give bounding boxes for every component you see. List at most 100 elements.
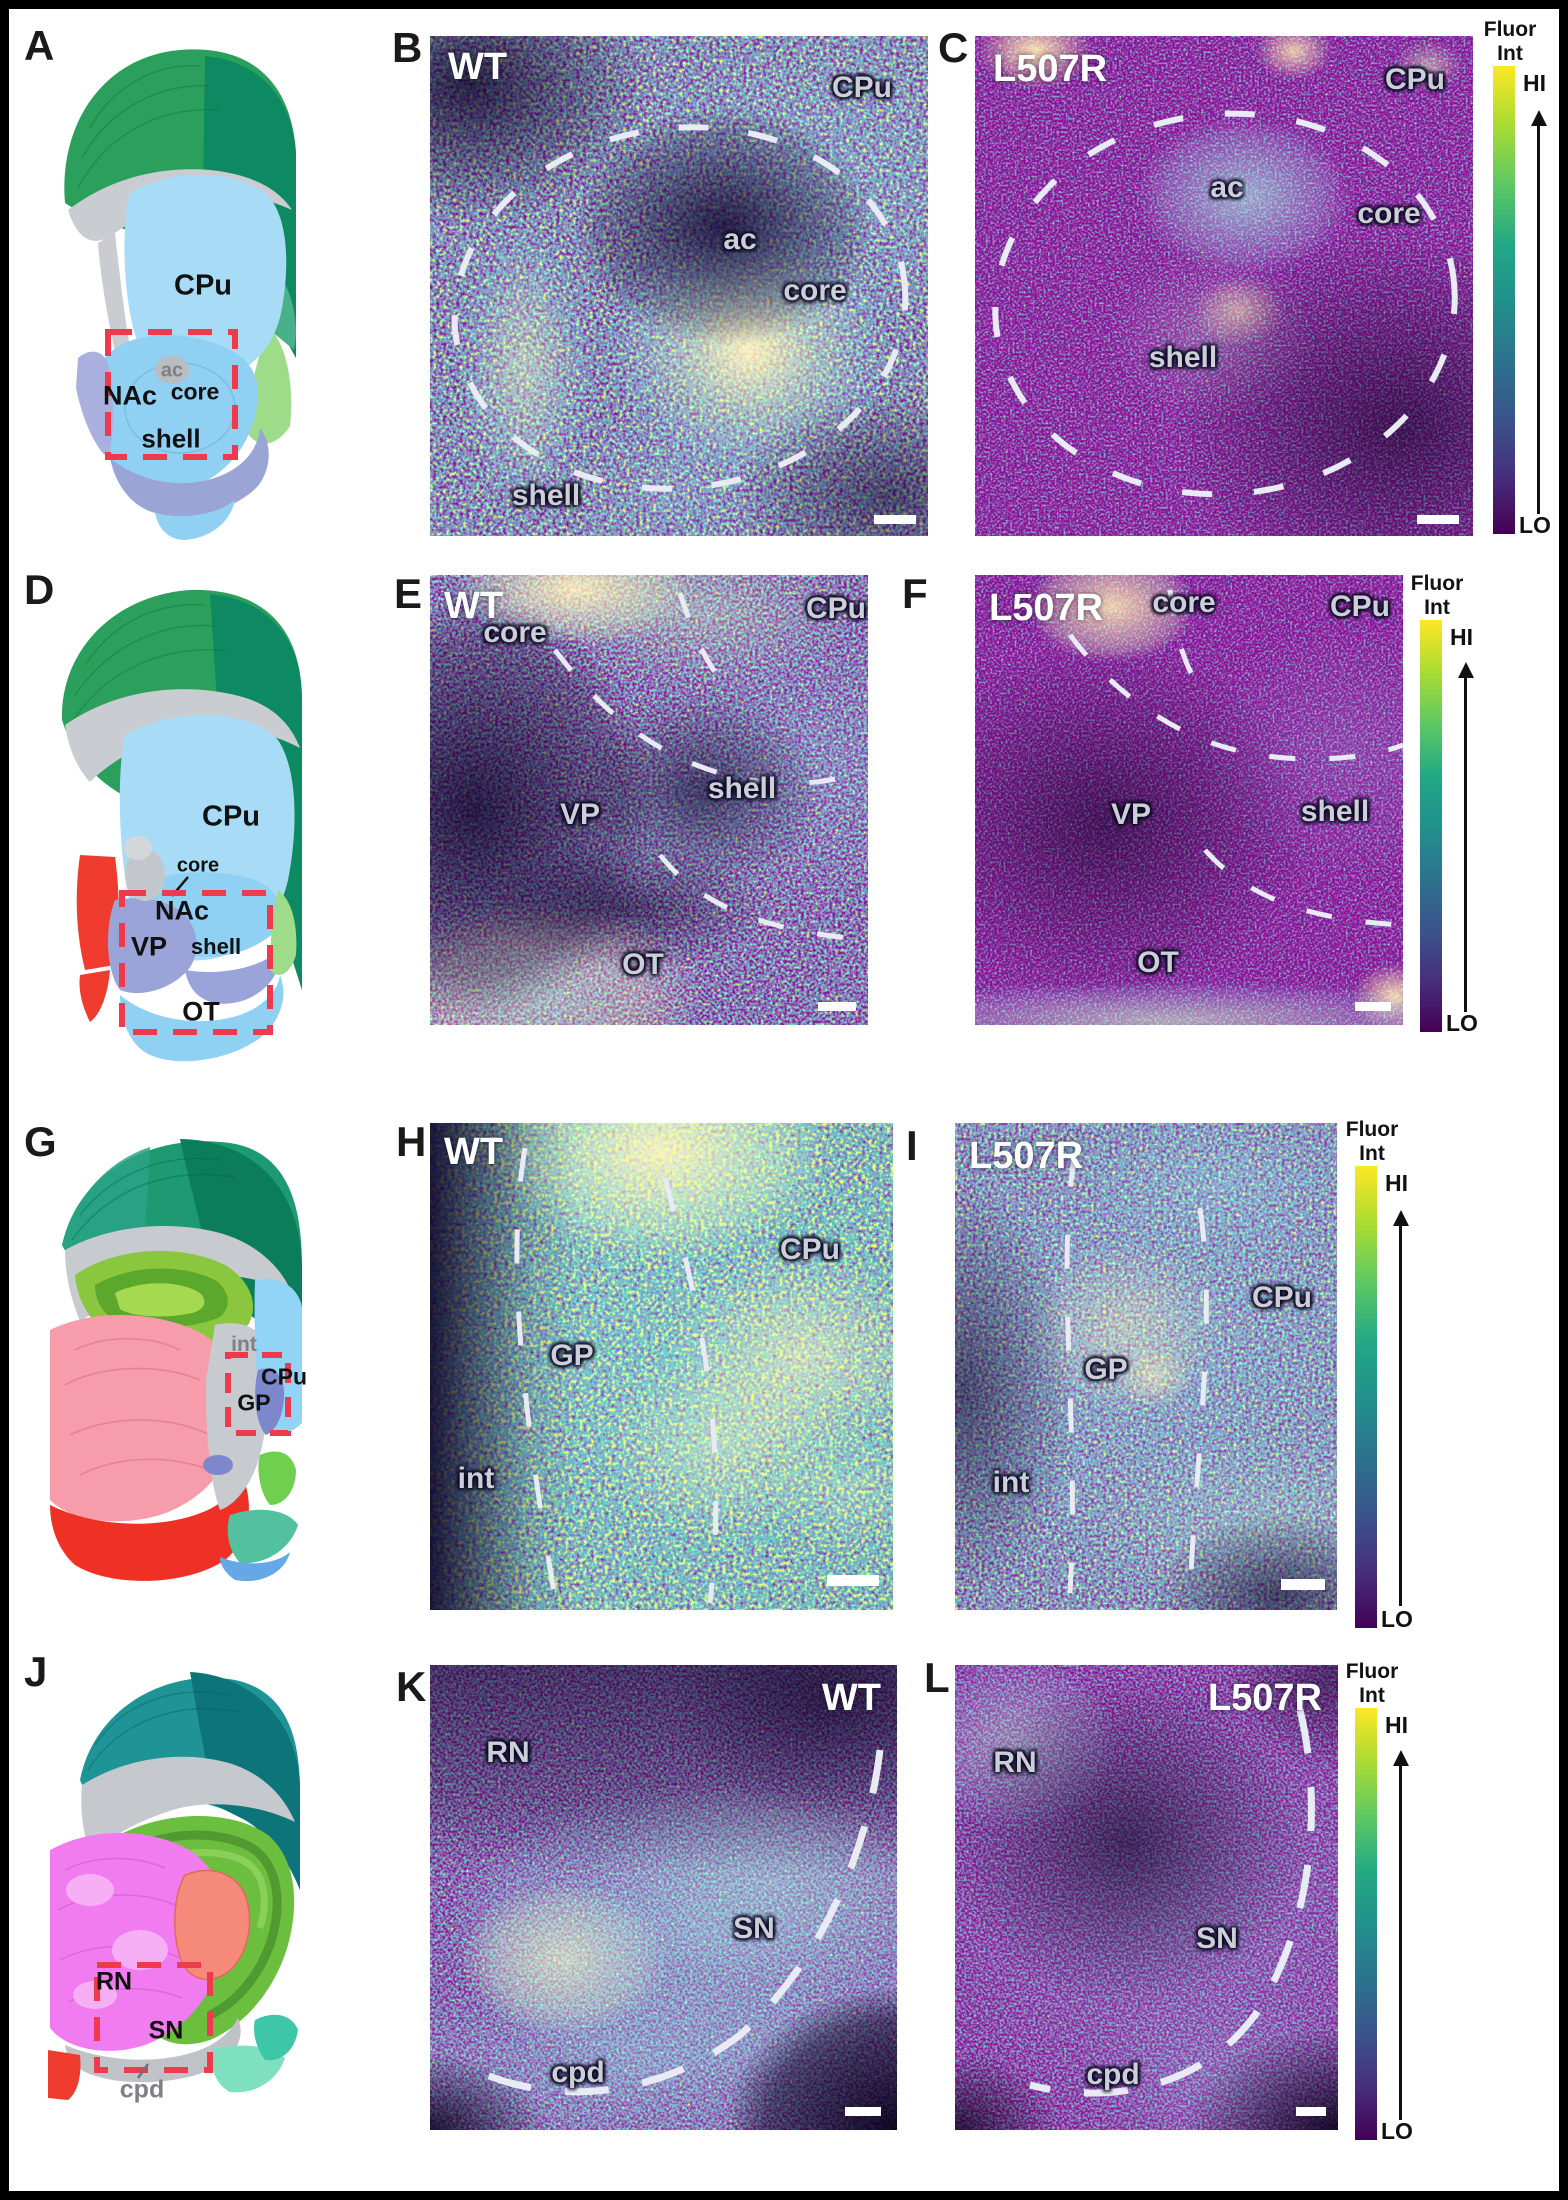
region-label-shell: shell [1148,341,1218,374]
region-label-ac: ac [723,223,757,256]
micrograph-wt-nac-rostral: WT CPu ac core shell [430,36,928,536]
nac-boundary-dashes [992,110,1458,498]
scale-bar [1281,1579,1325,1590]
colorbar-title-line2: Int [1359,1684,1385,1707]
region-label-rn: RN [486,1736,530,1769]
gp-boundary-dashes [514,1147,719,1604]
atlas-j-drawing [48,1672,300,2100]
colorbar-title-line2: Int [1359,1142,1385,1165]
region-label-cpd: cpd [1086,2058,1140,2091]
atlas-a-label-ac: ac [160,359,184,382]
panel-letter-d: D [24,566,55,613]
region-boundary-dashes [1068,589,1403,928]
atlas-d-label-vp: VP [130,931,168,962]
colorbar-arrow [1399,1764,1402,2120]
micrograph-l507r-nac-caudal: L507R core CPu VP shell OT [975,575,1403,1025]
atlas-d-label-ot: OT [182,996,220,1027]
region-label-vp: VP [1110,798,1152,831]
region-label-cpd: cpd [551,2056,605,2089]
atlas-j-label-sn: SN [148,2016,184,2045]
region-label-shell: shell [1300,795,1370,828]
colorbar-title-line1: Fluor [1345,1118,1399,1141]
region-label-shell: shell [707,772,777,805]
colorbar-row2: Fluor Int HI LO [1406,572,1498,1042]
colorbar-title: Fluor Int [1339,1660,1405,1708]
genotype-label: L507R [969,1135,1084,1177]
region-label-int: int [457,1462,495,1495]
atlas-d-drawing [61,589,302,1062]
colorbar-title: Fluor Int [1404,572,1470,620]
micrograph-wt-gp: WT CPu GP int [430,1123,893,1610]
panel-letter-h: H [396,1118,427,1165]
region-label-sn: SN [733,1912,775,1945]
region-label-cpu: CPu [1385,63,1445,96]
region-label-cpu: CPu [780,1233,840,1266]
panel-letter-k: K [396,1663,427,1710]
colorbar-row4: Fluor Int HI LO [1341,1660,1433,2150]
atlas-g-label-int: int [231,1333,257,1356]
region-label-core: core [1152,586,1216,619]
colorbar-row1: Fluor Int HI LO [1479,18,1568,538]
genotype-label: L507R [993,48,1108,90]
atlas-j-label-rn: RN [95,1967,133,1996]
micrograph-l507r-gp: L507R CPu GP int [955,1123,1337,1610]
atlas-a-label-shell: shell [141,423,201,454]
atlas-g-drawing [50,1139,302,1582]
colorbar-arrowhead [1393,1750,1409,1766]
region-label-ot: OT [622,948,664,981]
scale-bar [845,2107,881,2116]
region-label-gp: GP [550,1339,594,1372]
genotype-label: WT [444,1131,504,1173]
genotype-label: WT [448,46,508,88]
atlas-a-label-nac: NAc [102,380,158,411]
genotype-label: L507R [989,587,1104,629]
colorbar-hi-label: HI [1385,1170,1408,1196]
region-label-cpu: CPu [806,592,866,625]
region-label-rn: RN [993,1746,1037,1779]
genotype-label: L507R [1207,1677,1322,1719]
scale-bar [1355,1002,1391,1011]
dark-region-overlay [430,1665,897,2130]
region-label-core: core [1357,197,1421,230]
genotype-label: WT [821,1677,881,1719]
scale-bar [1417,515,1459,524]
scale-bar [827,1575,879,1586]
atlas-g-label-gp: GP [237,1389,271,1416]
colorbar-lo-label: LO [1446,1010,1478,1036]
colorbar-arrowhead [1393,1210,1409,1226]
colorbar-title: Fluor Int [1477,18,1543,66]
atlas-a-label-core: core [170,378,220,405]
gp-boundary-dashes [1064,1152,1209,1596]
region-label-gp: GP [1084,1353,1128,1386]
micrograph-l507r-sn: L507R RN SN cpd [955,1665,1338,2130]
colorbar-arrow [1399,1224,1402,1606]
colorbar-title-line1: Fluor [1483,18,1537,41]
colorbar-arrowhead [1531,110,1547,126]
panel-letter-b: B [392,24,423,71]
genotype-label: WT [444,585,504,627]
region-label-ac: ac [1210,171,1244,204]
panel-letter-l: L [924,1654,950,1701]
atlas-panel-d: CPu core NAc VP shell OT [20,570,305,1090]
colorbar-hi-label: HI [1523,70,1546,96]
colorbar-hi-label: HI [1450,624,1473,650]
panel-letter-e: E [394,570,423,617]
colorbar-arrow [1464,676,1467,1012]
colorbar-row3: Fluor Int HI LO [1341,1118,1433,1638]
atlas-d-label-cpu: CPu [202,800,260,833]
region-label-vp: VP [559,798,601,831]
colorbar-arrowhead [1458,662,1474,678]
atlas-d-label-nac: NAc [154,895,210,926]
micrograph-wt-sn: WT RN SN cpd [430,1665,897,2130]
colorbar-title-line2: Int [1424,596,1450,619]
region-label-int: int [992,1466,1030,1499]
scale-bar [818,1002,856,1011]
atlas-panel-j: RN SN cpd [20,1650,305,2120]
dark-region-overlay [430,575,868,1025]
colorbar-hi-label: HI [1385,1712,1408,1738]
panel-letter-a: A [24,22,55,69]
region-label-ot: OT [1137,946,1179,979]
colorbar-lo-label: LO [1519,512,1551,538]
panel-letter-g: G [24,1118,57,1165]
panel-letter-c: C [938,24,969,71]
